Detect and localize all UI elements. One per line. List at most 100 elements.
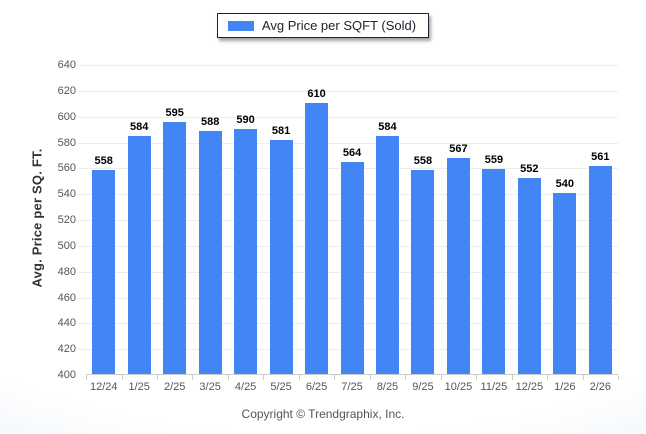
bar-value-label: 588 — [200, 116, 220, 129]
x-tick — [369, 375, 371, 380]
bar-value-label: 564 — [342, 147, 362, 160]
bar-value-label: 584 — [130, 121, 149, 134]
bar-column-2/26: 561 — [583, 65, 618, 374]
bar — [127, 136, 151, 374]
bar-column-12/25: 552 — [512, 65, 547, 374]
x-tick-label: 12/25 — [515, 381, 544, 393]
bars-row: 558 584 595 588 590 581 610 564 584 558 567 559 552 5… — [86, 65, 618, 374]
y-tick-label: 620 — [57, 84, 76, 97]
y-tick-label: 600 — [57, 110, 76, 123]
x-tick-label: 2/26 — [589, 381, 611, 393]
x-tick — [547, 375, 549, 380]
bar-column-5/25: 581 — [263, 65, 298, 374]
y-tick-label: 520 — [57, 214, 76, 226]
x-tick-label: 5/25 — [270, 381, 292, 393]
x-tick-label: 1/25 — [128, 381, 150, 393]
x-tick — [582, 375, 584, 380]
bar-column-9/25: 558 — [405, 65, 440, 374]
bar-column-6/25: 610 — [299, 65, 334, 374]
bar — [482, 168, 506, 374]
legend-swatch-icon — [227, 20, 254, 31]
y-tick-label: 580 — [57, 136, 76, 149]
copyright-text: Copyright © Trendgraphix, Inc. — [241, 407, 405, 421]
y-tick-label: 400 — [57, 369, 76, 381]
bar — [553, 193, 577, 374]
y-tick-label: 440 — [57, 317, 76, 330]
x-tick — [86, 375, 87, 380]
bar-value-label: 610 — [307, 87, 326, 100]
bar-value-label: 590 — [236, 113, 255, 126]
bar-column-1/25: 584 — [121, 65, 156, 374]
bar-column-1/26: 540 — [547, 65, 582, 374]
bar-value-label: 559 — [484, 153, 504, 166]
gridline — [78, 116, 618, 118]
y-tick-label: 460 — [57, 291, 76, 304]
x-tick — [618, 375, 619, 380]
y-tick-label: 540 — [57, 188, 76, 201]
gridline — [78, 142, 618, 144]
x-tick-label: 7/25 — [341, 381, 363, 393]
bar — [234, 128, 258, 374]
x-tick — [192, 375, 194, 380]
x-tick — [476, 375, 478, 380]
x-tick — [121, 375, 123, 380]
x-tick — [440, 375, 442, 380]
plot-area: 558 584 595 588 590 581 610 564 584 558 567 559 552 5… — [78, 65, 618, 375]
legend-box: Avg Price per SQFT (Sold) — [216, 13, 430, 38]
bar — [588, 166, 612, 374]
x-axis-ticks — [86, 375, 619, 380]
x-tick-label: 1/26 — [554, 381, 576, 393]
y-tick-label: 420 — [57, 343, 76, 356]
y-tick-label: 500 — [57, 239, 76, 252]
x-tick-label: 11/25 — [480, 381, 508, 393]
bar-value-label: 567 — [449, 143, 468, 156]
bar-column-4/25: 590 — [228, 65, 263, 374]
bar-column-3/25: 588 — [192, 65, 227, 374]
bar — [375, 136, 399, 374]
x-tick — [405, 375, 407, 380]
bar-column-7/25: 564 — [334, 65, 369, 374]
x-tick — [334, 375, 336, 380]
bar — [340, 162, 364, 374]
bar — [305, 102, 329, 374]
bar-column-10/25: 567 — [441, 65, 476, 374]
x-axis-labels: 12/24 1/25 2/25 3/25 4/25 5/25 6/25 7/25 8/25 9/2… — [86, 381, 618, 393]
x-tick — [227, 375, 229, 380]
x-tick-label: 12/24 — [89, 381, 118, 393]
x-tick-label: 6/25 — [305, 381, 328, 393]
bar-column-12/24: 558 — [86, 65, 121, 374]
bar — [411, 169, 435, 374]
gridline — [78, 90, 618, 92]
x-tick-label: 2/25 — [163, 381, 186, 393]
y-tick-label: 480 — [57, 265, 76, 278]
bar-value-label: 558 — [94, 154, 113, 167]
bar-column-11/25: 559 — [476, 65, 511, 374]
bar-value-label: 540 — [555, 178, 574, 191]
bar-value-label: 595 — [165, 107, 184, 120]
x-tick-label: 9/25 — [412, 381, 434, 393]
y-axis-tick-labels: 400 420 440 460 480 500 520 540 560 580 600 620 640 — [0, 59, 76, 381]
y-tick-label: 640 — [57, 59, 76, 71]
x-tick — [156, 375, 158, 380]
bar-value-label: 561 — [591, 151, 610, 163]
x-tick — [298, 375, 300, 380]
gridline — [78, 65, 618, 66]
legend: Avg Price per SQFT (Sold) — [0, 13, 646, 38]
bar — [517, 177, 541, 374]
legend-label: Avg Price per SQFT (Sold) — [261, 18, 417, 33]
x-tick-label: 10/25 — [444, 381, 473, 393]
bar — [163, 122, 187, 374]
x-tick-label: 4/25 — [234, 381, 257, 393]
x-tick — [263, 375, 265, 380]
bar-column-8/25: 584 — [370, 65, 405, 374]
bar — [92, 169, 116, 374]
bar-value-label: 584 — [378, 121, 397, 134]
bar-value-label: 552 — [520, 162, 539, 175]
y-tick-label: 560 — [57, 162, 76, 175]
bar — [446, 158, 470, 374]
bar — [269, 140, 293, 374]
x-tick-label: 3/25 — [199, 381, 221, 393]
x-tick-label: 8/25 — [376, 381, 399, 393]
bar-value-label: 558 — [413, 154, 433, 167]
x-tick — [511, 375, 513, 380]
